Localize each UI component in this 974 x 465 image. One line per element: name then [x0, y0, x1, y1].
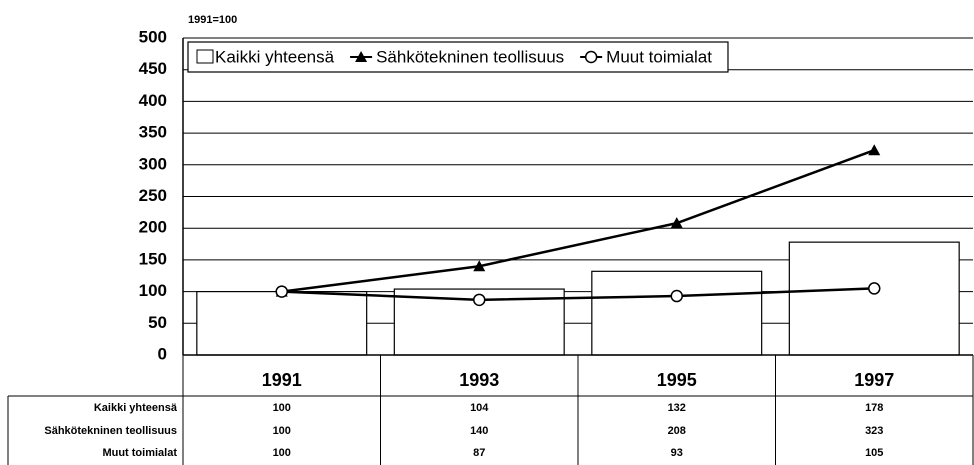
table-cell: 208 — [668, 425, 686, 437]
table-cell: 105 — [865, 447, 883, 459]
marker — [355, 51, 368, 62]
legend-box — [187, 41, 729, 73]
table-cell: 140 — [470, 425, 488, 437]
line — [281, 287, 875, 302]
legend-swatch — [196, 49, 214, 64]
x-tick-label: 1997 — [854, 370, 894, 390]
table-cell: 132 — [668, 402, 686, 414]
table-cell: 178 — [865, 402, 883, 414]
y-tick-label: 100 — [139, 281, 167, 300]
y-tick-label: 0 — [158, 344, 167, 363]
table-row-label: Muut toimialat — [102, 447, 177, 459]
line — [281, 149, 875, 293]
y-tick-label: 500 — [139, 27, 167, 46]
table-cell: 87 — [473, 447, 485, 459]
x-tick-label: 1993 — [459, 370, 499, 390]
table-row-label: Kaikki yhteensä — [94, 402, 178, 414]
marker — [868, 144, 881, 156]
y-tick-label: 200 — [139, 218, 167, 237]
y-tick-label: 350 — [139, 123, 167, 142]
y-tick-label: 50 — [148, 313, 167, 332]
marker — [473, 293, 486, 307]
table-cell: 104 — [470, 402, 489, 414]
legend: Kaikki yhteensä Sähkötekninen teollisuus M… — [187, 41, 729, 73]
table-cell: 100 — [273, 425, 291, 437]
table-cell: 100 — [273, 402, 291, 414]
marker — [670, 217, 683, 229]
marker — [670, 289, 683, 303]
bar — [196, 291, 368, 356]
legend-label: Muut toimialat — [606, 47, 712, 66]
marker — [473, 260, 486, 272]
y-tick-label: 450 — [139, 59, 167, 78]
bar — [788, 241, 960, 356]
x-tick-label: 1995 — [657, 370, 697, 390]
y-tick-label: 250 — [139, 186, 167, 205]
marker — [275, 285, 288, 298]
marker — [584, 50, 598, 64]
x-tick-label: 1991 — [262, 370, 302, 390]
y-tick-label: 150 — [139, 249, 167, 268]
marker — [868, 282, 881, 295]
legend-label: Kaikki yhteensä — [215, 47, 335, 66]
y-tick-label: 400 — [139, 91, 167, 110]
table-cell: 100 — [273, 447, 291, 459]
table-cell: 93 — [671, 447, 683, 459]
table-row-label: Sähkötekninen teollisuus — [44, 425, 177, 437]
y-tick-label: 300 — [139, 154, 167, 173]
legend-label: Sähkötekninen teollisuus — [376, 47, 564, 66]
table-cell: 323 — [865, 425, 883, 437]
bar — [591, 270, 763, 356]
chart-subtitle: 1991=100 — [188, 14, 237, 26]
